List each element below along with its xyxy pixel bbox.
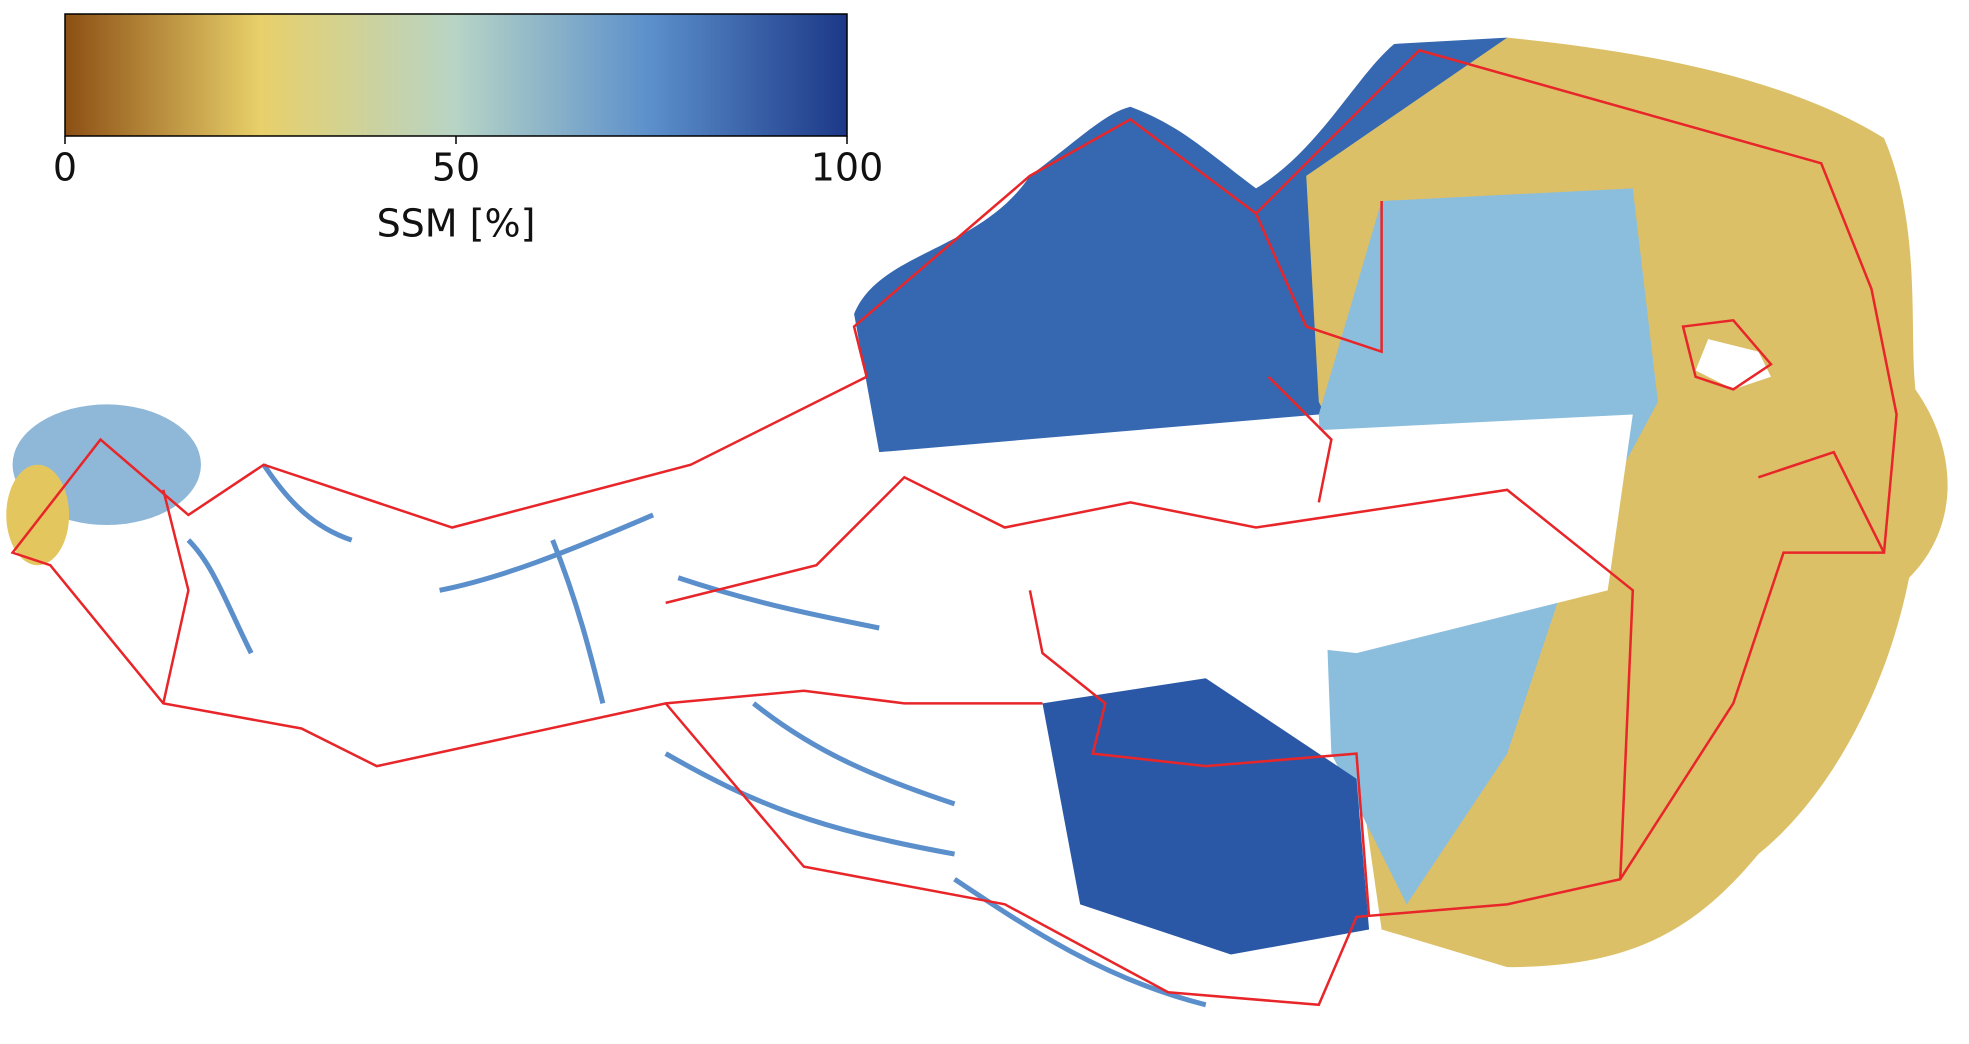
ssm-field: [186, 463, 1207, 1008]
border: [10, 48, 1898, 1007]
colorbar-label: SSM [%]: [377, 202, 536, 246]
ssm-field: [1042, 678, 1370, 955]
colorbar-tick-label: 50: [432, 146, 480, 190]
colorbar-tick-label: 100: [811, 146, 884, 190]
colorbar: [64, 13, 848, 137]
colorbar-tick-label: 0: [53, 146, 77, 190]
austria-map: [6, 37, 1948, 1008]
no-data: [879, 414, 1633, 654]
